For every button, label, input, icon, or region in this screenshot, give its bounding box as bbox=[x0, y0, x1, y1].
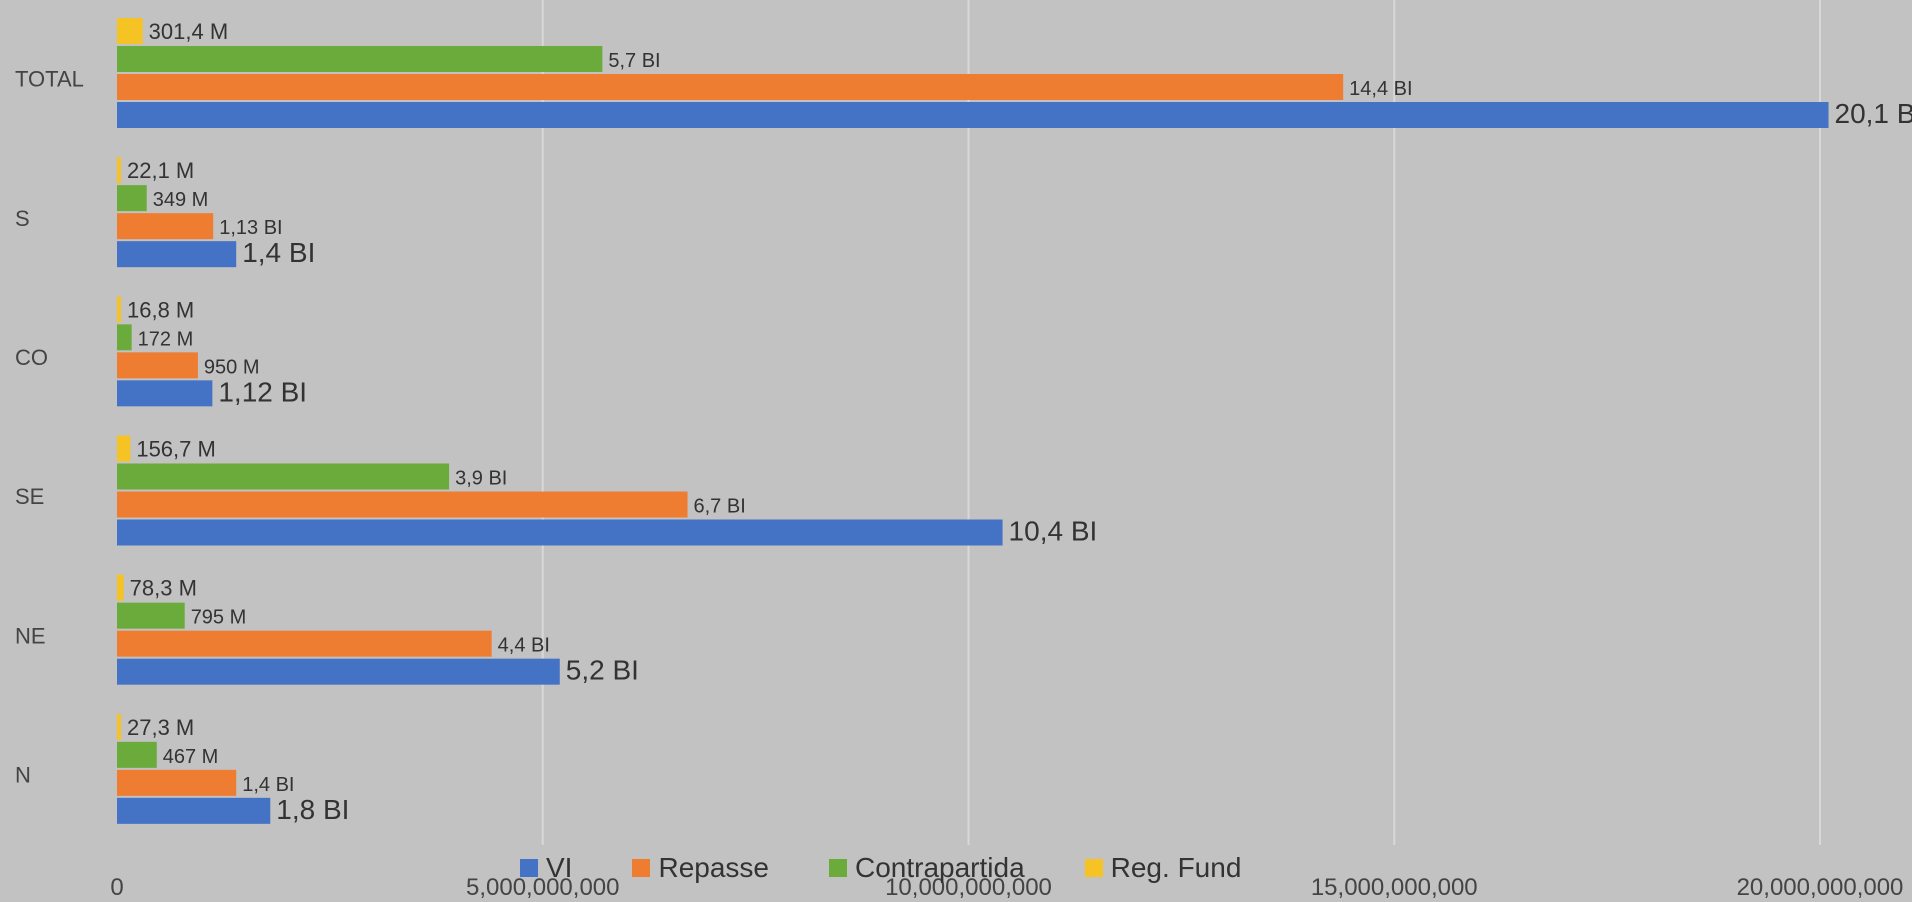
data-label: 16,8 M bbox=[127, 297, 194, 322]
bar-contrapartida bbox=[117, 46, 603, 72]
legend-item: Contrapartida bbox=[828, 852, 1025, 884]
data-label: 1,4 BI bbox=[242, 237, 315, 268]
data-label: 20,1 BI bbox=[1835, 98, 1912, 129]
bar-vi bbox=[117, 658, 560, 685]
gridlines bbox=[541, 0, 1821, 845]
bar-contrapartida bbox=[117, 463, 450, 490]
bar-reg-fund bbox=[117, 157, 121, 184]
legend-swatch bbox=[632, 859, 651, 877]
category-label: SE bbox=[15, 484, 44, 509]
data-label: 22,1 M bbox=[127, 158, 194, 183]
data-label: 10,4 BI bbox=[1009, 516, 1098, 547]
category-label: CO bbox=[15, 345, 48, 370]
legend-swatch bbox=[828, 859, 847, 877]
data-label: 5,2 BI bbox=[566, 655, 639, 686]
data-labels: 301,4 M 5,7 BI 14,4 BI 20,1 BI 22,1 M 349 M 1,… bbox=[127, 19, 1912, 825]
data-label: 172 M bbox=[138, 328, 194, 350]
data-label: 467 M bbox=[163, 746, 219, 768]
bar-reg-fund bbox=[117, 713, 121, 740]
data-label: 301,4 M bbox=[149, 19, 229, 44]
bar-repasse bbox=[117, 491, 688, 518]
category-label: NE bbox=[15, 623, 46, 648]
x-tick-label: 5,000,000,000 bbox=[466, 874, 619, 901]
data-label: 4,4 BI bbox=[498, 635, 550, 657]
bar-contrapartida bbox=[117, 602, 185, 629]
data-label: 795 M bbox=[191, 607, 247, 629]
data-label: 950 M bbox=[204, 356, 260, 378]
bar-repasse bbox=[117, 769, 237, 796]
bar-reg-fund bbox=[117, 574, 124, 601]
legend-swatch bbox=[1084, 859, 1103, 877]
data-label: 3,9 BI bbox=[455, 468, 507, 490]
data-label: 27,3 M bbox=[127, 715, 194, 740]
bar-vi bbox=[117, 102, 1829, 128]
bar-repasse bbox=[117, 74, 1344, 100]
x-tick-label: 15,000,000,000 bbox=[1311, 874, 1478, 901]
legend-item: Reg. Fund bbox=[1084, 852, 1242, 884]
data-label: 349 M bbox=[153, 189, 209, 211]
data-label: 6,7 BI bbox=[694, 496, 746, 518]
bar-reg-fund bbox=[117, 296, 121, 323]
bar-vi bbox=[117, 380, 213, 407]
category-labels: TOTAL S CO SE NE N bbox=[15, 67, 84, 788]
legend-item: VI bbox=[520, 852, 572, 884]
data-label: 1,8 BI bbox=[276, 794, 349, 825]
legend-item: Repasse bbox=[632, 852, 769, 884]
bar-contrapartida bbox=[117, 741, 157, 768]
legend-label: Repasse bbox=[658, 852, 769, 883]
x-tick-label: 10,000,000,000 bbox=[885, 874, 1052, 901]
x-axis-ticks: 0 5,000,000,000 10,000,000,000 15,000,000,0… bbox=[110, 874, 1903, 901]
bar-vi bbox=[117, 519, 1003, 546]
bar-vi bbox=[117, 797, 271, 824]
bar-repasse bbox=[117, 352, 198, 379]
category-label: TOTAL bbox=[15, 67, 84, 92]
data-label: 78,3 M bbox=[130, 576, 197, 601]
bar-vi bbox=[117, 241, 237, 268]
legend: VI Repasse Contrapartida Reg. Fund bbox=[520, 852, 1301, 884]
data-label: 1,4 BI bbox=[242, 774, 294, 796]
x-tick-label: 20,000,000,000 bbox=[1737, 874, 1904, 901]
x-tick-label: 0 bbox=[110, 874, 123, 901]
data-label: 14,4 BI bbox=[1349, 78, 1412, 100]
legend-swatch bbox=[520, 859, 538, 877]
legend-label: VI bbox=[546, 852, 573, 883]
bar-repasse bbox=[117, 213, 214, 240]
bar-reg-fund bbox=[117, 435, 131, 462]
bar-contrapartida bbox=[117, 324, 132, 351]
bar-repasse bbox=[117, 630, 492, 657]
bar-reg-fund bbox=[117, 18, 143, 44]
data-label: 1,13 BI bbox=[219, 217, 282, 239]
data-label: 5,7 BI bbox=[608, 50, 660, 72]
legend-label: Contrapartida bbox=[854, 852, 1025, 883]
bars bbox=[117, 18, 1829, 824]
category-label: S bbox=[15, 206, 30, 231]
data-label: 156,7 M bbox=[136, 437, 216, 462]
bar-contrapartida bbox=[117, 185, 147, 212]
category-label: N bbox=[15, 763, 31, 788]
data-label: 1,12 BI bbox=[218, 376, 307, 407]
legend-label: Reg. Fund bbox=[1110, 852, 1242, 883]
